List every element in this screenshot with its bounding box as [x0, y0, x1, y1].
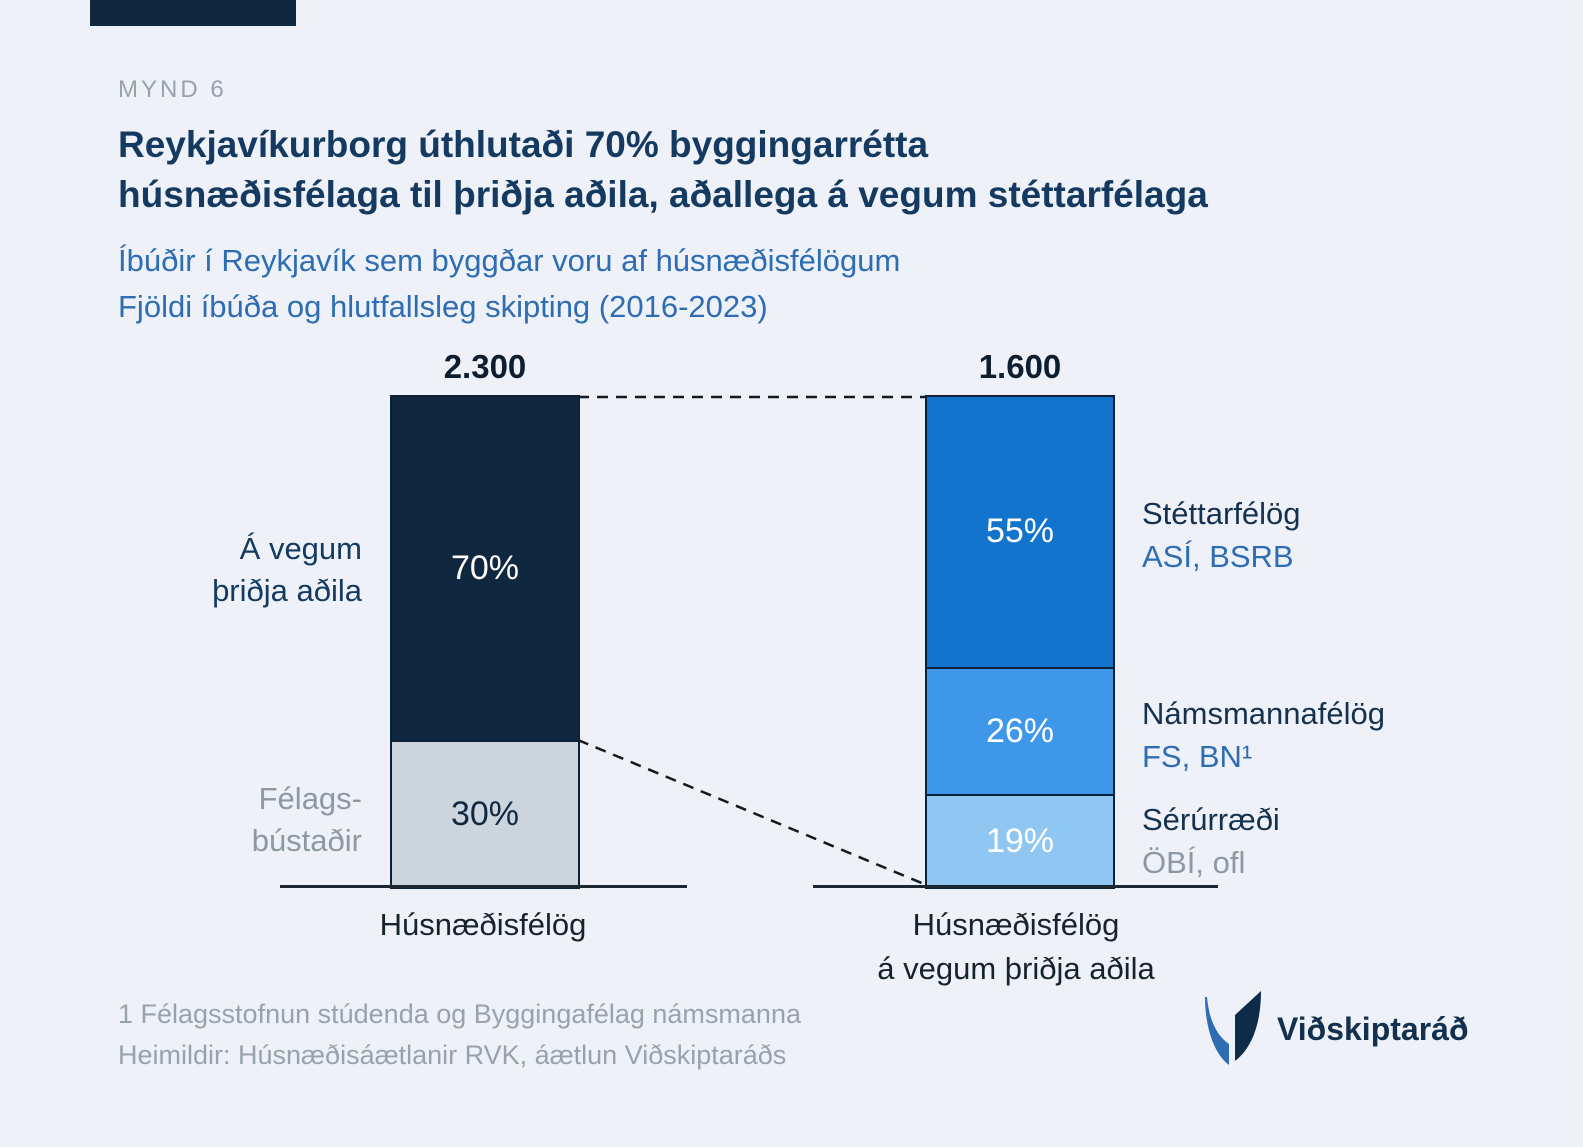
- left-bar-total: 2.300: [443, 348, 527, 385]
- title-line-1: Reykjavíkurborg úthlutaði 70% byggingarr…: [118, 124, 929, 165]
- legend-stettarfelog-name: Stéttarfélög: [1142, 496, 1301, 531]
- legend-stettarfelog-sub: ASÍ, BSRB: [1142, 539, 1294, 574]
- segment-stettarfelog: 55%: [927, 397, 1113, 667]
- label-felagsbustadir-line1: Félags-: [258, 781, 362, 816]
- right-bar-total: 1.600: [978, 348, 1062, 385]
- page-title: Reykjavíkurborg úthlutaði 70% byggingarr…: [118, 120, 1208, 220]
- label-felagsbustadir-line2: bústaðir: [251, 823, 362, 858]
- title-line-2: húsnæðisfélaga til þriðja aðila, aðalleg…: [118, 174, 1208, 215]
- label-third-party-line2: þriðja aðila: [212, 573, 362, 608]
- left-x-axis: [280, 885, 687, 888]
- legend-namsmannafelog-name: Námsmannafélög: [1142, 696, 1385, 731]
- segment-third-party: 70%: [392, 397, 578, 740]
- left-stacked-bar: 70% 30%: [390, 395, 580, 889]
- segment-felagsbustadir: 30%: [392, 740, 578, 887]
- brand-top-bar: [90, 0, 296, 26]
- label-third-party: Á vegum þriðja aðila: [132, 528, 362, 612]
- segment-namsmannafelog: 26%: [927, 666, 1113, 794]
- label-third-party-line1: Á vegum: [239, 531, 362, 566]
- left-bar-x-label: Húsnæðisfélög: [283, 903, 683, 947]
- legend-namsmannafelog-sub: FS, BN¹: [1142, 739, 1253, 774]
- footnote-line-2: Heimildir: Húsnæðisáætlanir RVK, áætlun …: [118, 1040, 787, 1070]
- legend-serurraedi-sub: ÖBÍ, ofl: [1142, 845, 1246, 880]
- chart-subtitle: Íbúðir í Reykjavík sem byggðar voru af h…: [118, 238, 900, 330]
- segment-serurraedi-pct: 19%: [985, 821, 1055, 860]
- connector-diagonal-dashed: [577, 738, 925, 886]
- segment-serurraedi: 19%: [927, 793, 1113, 887]
- segment-stettarfelog-pct: 55%: [985, 512, 1055, 551]
- segment-namsmannafelog-pct: 26%: [985, 711, 1055, 750]
- legend-namsmannafelog: Námsmannafélög FS, BN¹: [1142, 692, 1385, 778]
- legend-stettarfelog: Stéttarfélög ASÍ, BSRB: [1142, 492, 1301, 578]
- vidskiptarad-logo-icon: [1205, 991, 1261, 1065]
- vidskiptarad-logo-text: Viðskiptaráð: [1277, 1010, 1469, 1047]
- subtitle-line-2: Fjöldi íbúða og hlutfallsleg skipting (2…: [118, 289, 768, 324]
- legend-serurraedi: Sérúrræði ÖBÍ, ofl: [1142, 798, 1280, 884]
- left-bar-x-label-line1: Húsnæðisfélög: [379, 907, 587, 942]
- footnote-line-1: 1 Félagsstofnun stúdenda og Byggingaféla…: [118, 999, 801, 1029]
- right-x-axis: [813, 885, 1218, 888]
- right-bar-x-label-line1: Húsnæðisfélög: [912, 907, 1120, 942]
- right-bar-x-label-line2: á vegum þriðja aðila: [877, 951, 1155, 986]
- right-stacked-bar: 55% 26% 19%: [925, 395, 1115, 889]
- figure-number: MYND 6: [118, 76, 227, 103]
- legend-serurraedi-name: Sérúrræði: [1142, 802, 1280, 837]
- segment-third-party-pct: 70%: [450, 549, 520, 587]
- vidskiptarad-logo: Viðskiptaráð: [1203, 990, 1468, 1068]
- right-bar-x-label: Húsnæðisfélög á vegum þriðja aðila: [816, 903, 1216, 991]
- subtitle-line-1: Íbúðir í Reykjavík sem byggðar voru af h…: [118, 243, 901, 278]
- segment-felagsbustadir-pct: 30%: [450, 795, 520, 833]
- label-felagsbustadir: Félags- bústaðir: [132, 778, 362, 862]
- footnotes: 1 Félagsstofnun stúdenda og Byggingaféla…: [118, 994, 801, 1076]
